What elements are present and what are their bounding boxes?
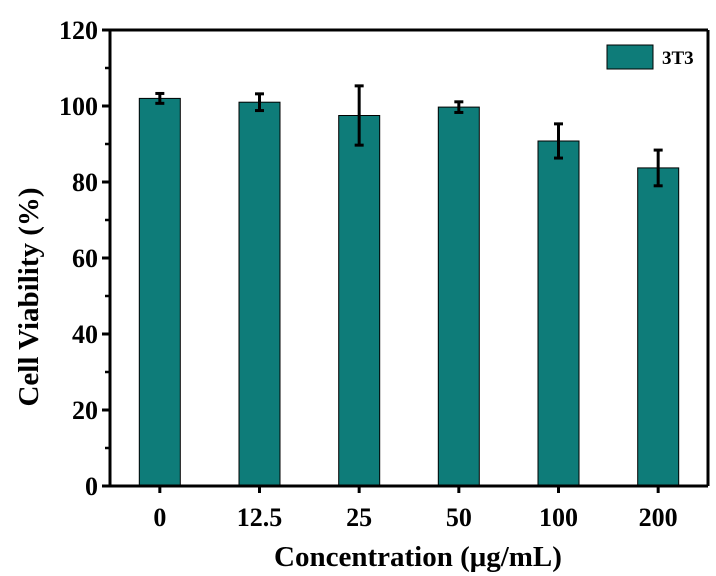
y-tick-label-20: 20 — [72, 396, 98, 425]
x-tick-label-0: 0 — [153, 503, 166, 532]
x-tick-label-25: 25 — [346, 503, 372, 532]
legend: 3T3 — [606, 44, 694, 70]
x-tick-label-100: 100 — [539, 503, 578, 532]
y-tick-label-120: 120 — [59, 16, 98, 45]
y-tick-label-80: 80 — [72, 168, 98, 197]
bar-50 — [437, 106, 480, 487]
x-tick-label-50: 50 — [446, 503, 472, 532]
y-tick-label-40: 40 — [72, 320, 98, 349]
bar-100 — [537, 140, 580, 487]
plot-area — [138, 84, 680, 487]
x-tick-label-12.5: 12.5 — [237, 503, 283, 532]
x-tick-label-200: 200 — [639, 503, 678, 532]
y-tick-label-100: 100 — [59, 92, 98, 121]
bar-200 — [637, 167, 680, 487]
x-axis-title: Concentration (μg/mL) — [274, 541, 562, 573]
bar-0 — [138, 97, 181, 487]
y-tick-label-0: 0 — [85, 472, 98, 501]
y-tick-label-60: 60 — [72, 244, 98, 273]
legend-swatch-3T3 — [606, 44, 654, 70]
bar-25 — [338, 115, 381, 487]
legend-label-3T3: 3T3 — [662, 48, 694, 69]
y-axis-title: Cell Viability (%) — [13, 187, 45, 406]
axes: 0 12.5 25 50 100 200 0 20 40 60 80 100 120 — [59, 16, 710, 532]
bar-12.5 — [238, 101, 281, 487]
